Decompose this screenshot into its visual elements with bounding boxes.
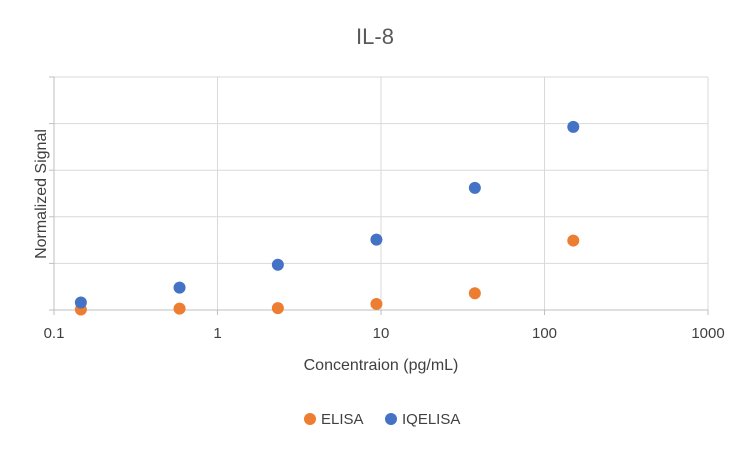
elisa-data-point (468, 287, 481, 300)
x-tick-label: 0.1 (44, 325, 65, 342)
elisa-data-point (567, 234, 580, 247)
chart-title: IL-8 (356, 24, 394, 49)
x-tick-label: 1000 (691, 325, 724, 342)
grid-lines (54, 76, 709, 310)
iqelisa-legend-label: IQELISA (402, 411, 460, 428)
elisa-data-point (173, 302, 186, 315)
axes (49, 76, 709, 315)
elisa-data-point (271, 302, 284, 315)
iqelisa-data-point (370, 233, 383, 246)
x-tick-label: 10 (373, 325, 390, 342)
iqelisa-data-point (567, 120, 580, 133)
iqelisa-data-point (74, 296, 87, 309)
x-tick-label: 1 (213, 325, 221, 342)
iqelisa-data-point (173, 281, 186, 294)
data-points (74, 120, 580, 316)
iqelisa-data-point (271, 258, 284, 271)
y-axis-title: Normalized Signal (33, 129, 50, 259)
x-tick-label: 100 (532, 325, 557, 342)
elisa-legend-label: ELISA (321, 411, 364, 428)
legend: ELISA IQELISA (304, 411, 460, 428)
iqelisa-data-point (468, 181, 481, 194)
x-axis-title: Concentraion (pg/mL) (304, 357, 459, 374)
elisa-data-point (370, 297, 383, 310)
tick-labels: 0.1 1 10 100 1000 (44, 325, 725, 342)
iqelisa-legend-marker (385, 413, 397, 425)
elisa-legend-marker (304, 413, 316, 425)
